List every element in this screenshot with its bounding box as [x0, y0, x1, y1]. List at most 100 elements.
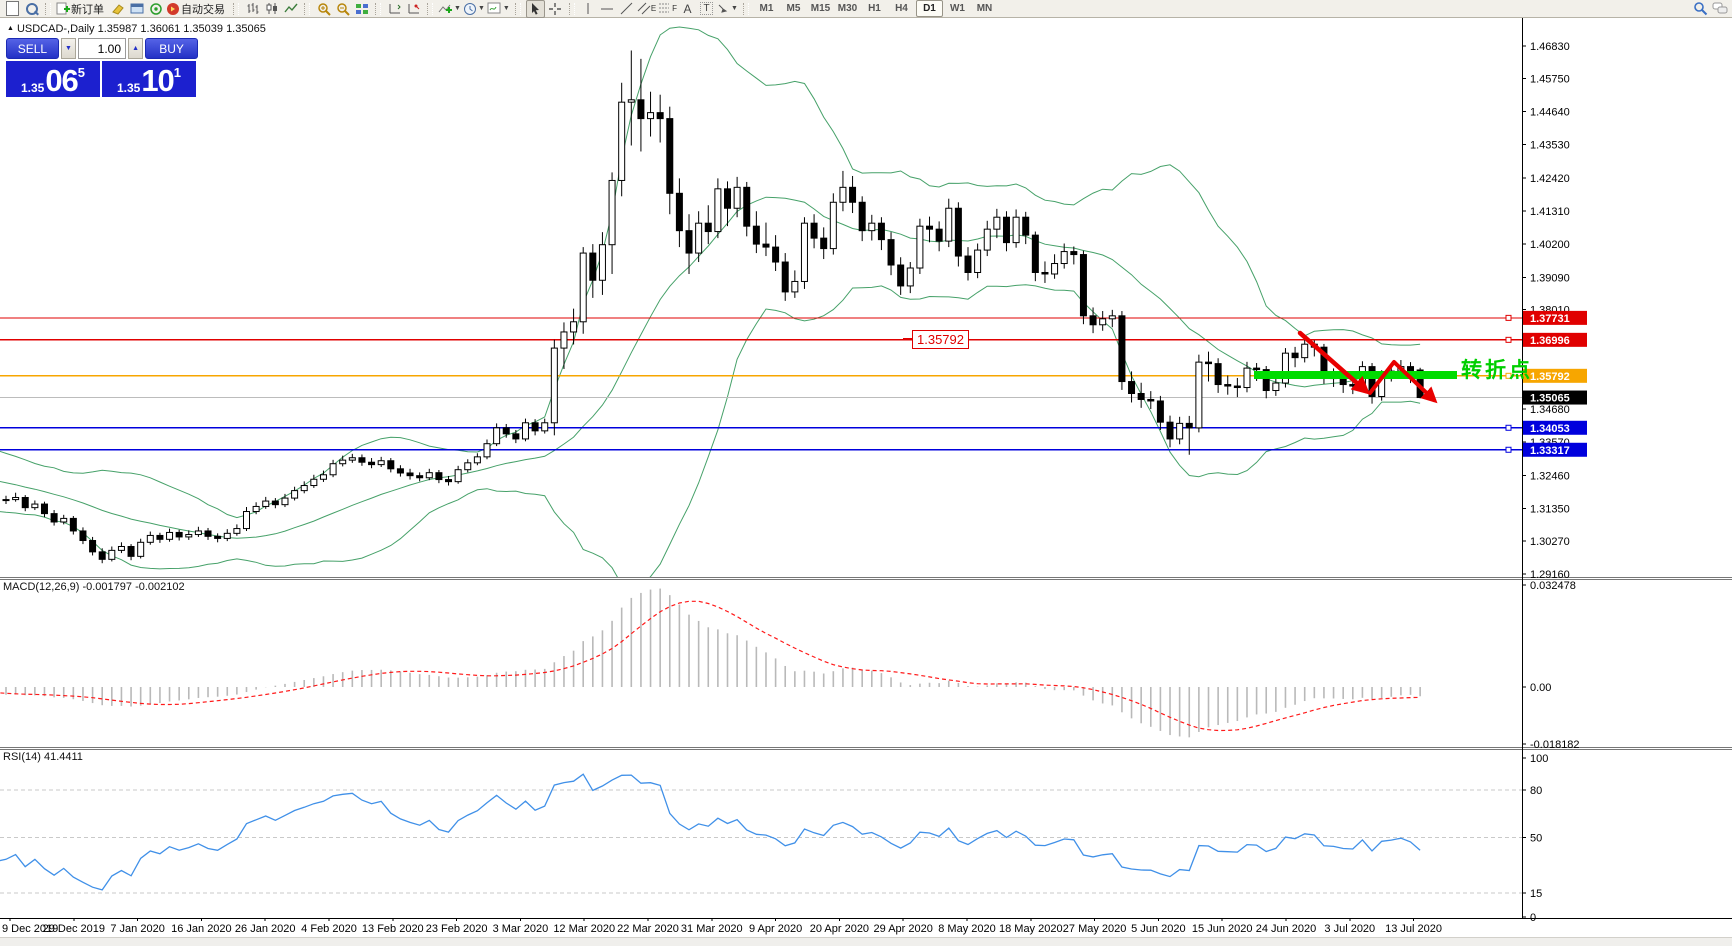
new-chart-icon[interactable]	[4, 1, 21, 17]
terminal-icon[interactable]	[128, 1, 145, 17]
chat-icon[interactable]	[1711, 1, 1728, 17]
zigzag-arrow-annotation[interactable]	[1368, 360, 1438, 404]
volume-input[interactable]	[78, 38, 126, 59]
candle-body	[810, 222, 818, 239]
macd-pane[interactable]	[0, 588, 1421, 738]
trendline-tool[interactable]	[618, 1, 635, 17]
bollinger-middle-band	[0, 196, 1421, 539]
turning-point-bar[interactable]	[1254, 371, 1457, 379]
candle-body	[1137, 393, 1145, 400]
toolbar-grip	[742, 2, 749, 15]
volume-decrease-button[interactable]: ▼	[60, 38, 76, 59]
candle-body	[868, 222, 876, 232]
arrows-dropdown-icon[interactable]: ▼	[731, 5, 738, 12]
candle-body	[233, 528, 241, 534]
arrows-tool[interactable]: ▼	[717, 1, 738, 17]
line-anchor[interactable]	[1505, 372, 1512, 379]
templates-icon[interactable]: ▼	[487, 1, 510, 17]
tf-d1[interactable]: D1	[915, 0, 943, 17]
zoom-in-icon[interactable]	[315, 1, 332, 17]
rsi-pane[interactable]	[0, 773, 1522, 894]
down-arrow-annotation[interactable]	[1297, 330, 1371, 395]
tf-m1[interactable]: M1	[759, 3, 774, 14]
tf-m5[interactable]: M5	[786, 3, 801, 14]
line-chart-icon[interactable]	[282, 1, 299, 17]
candle-body	[772, 246, 780, 263]
candle-body	[945, 207, 953, 242]
candle-body	[1195, 361, 1203, 429]
equidistant-channel-tool[interactable]: E	[637, 1, 656, 17]
chart-autoscroll-icon[interactable]	[405, 1, 422, 17]
candle-body	[829, 201, 837, 250]
cursor-tool[interactable]	[525, 0, 545, 18]
date-label: 9 Dec 2019	[2, 923, 58, 935]
horizontal-line-tool[interactable]	[599, 1, 616, 17]
new-order-button[interactable]: 新订单	[56, 1, 107, 17]
volume-increase-button[interactable]: ▲	[128, 38, 144, 59]
candle-body	[117, 545, 125, 551]
candle-body	[50, 513, 58, 523]
candle-body	[858, 201, 866, 232]
axis-label: 1.37731	[1530, 313, 1570, 325]
tf-m15[interactable]: M15	[810, 3, 831, 14]
chart-shift-icon[interactable]	[386, 1, 403, 17]
line-anchor[interactable]	[1505, 446, 1512, 453]
candle-body	[243, 511, 250, 530]
candle-body	[454, 469, 462, 483]
tile-windows-icon[interactable]	[353, 1, 370, 17]
tf-m30[interactable]: M30	[837, 3, 858, 14]
candle-body	[1089, 315, 1097, 326]
candle-body	[1349, 384, 1357, 387]
axes	[0, 18, 1732, 921]
axis-label: 1.35065	[1530, 393, 1570, 405]
date-label: 26 Jan 2020	[235, 923, 296, 935]
candle-body	[21, 496, 29, 509]
candle-body	[974, 249, 982, 273]
templates-dropdown-icon[interactable]: ▼	[502, 5, 510, 12]
search-icon[interactable]	[1692, 1, 1709, 17]
line-anchor[interactable]	[1505, 424, 1512, 431]
candle-body	[127, 545, 135, 557]
macd-signal-line	[0, 600, 1421, 732]
autotrading-button[interactable]: 自动交易	[166, 1, 228, 17]
line-anchor[interactable]	[1505, 314, 1512, 321]
candle-body	[714, 188, 722, 233]
vertical-line-tool[interactable]	[580, 1, 597, 17]
styler-icon[interactable]	[109, 1, 126, 17]
crosshair-tool[interactable]	[547, 1, 564, 17]
buy-price-display[interactable]: 1.35 10 1	[102, 61, 196, 97]
line-anchor[interactable]	[1505, 336, 1512, 343]
buy-button[interactable]: BUY	[145, 38, 198, 59]
fibonacci-tool[interactable]: F	[658, 1, 677, 17]
tf-mn[interactable]: MN	[976, 3, 993, 14]
candlestick-chart-icon[interactable]	[263, 1, 280, 17]
candle-body	[781, 261, 789, 293]
text-tool[interactable]: A	[679, 1, 696, 17]
tf-h4[interactable]: H4	[895, 3, 908, 14]
main-pane[interactable]	[0, 26, 1522, 590]
periods-dropdown-icon[interactable]: ▼	[477, 5, 485, 12]
price-callout[interactable]: 1.35792	[912, 330, 969, 349]
profiles-icon[interactable]	[23, 1, 40, 17]
sell-button[interactable]: SELL	[6, 38, 59, 59]
candle-body	[618, 101, 626, 181]
periods-icon[interactable]: ▼	[463, 1, 485, 17]
candle-body	[214, 535, 222, 539]
axis-label: 1.40200	[1530, 239, 1570, 251]
indicators-icon[interactable]: ▼	[438, 1, 461, 17]
tf-w1[interactable]: W1	[949, 3, 965, 14]
turning-point-label[interactable]: 转折点	[1461, 359, 1533, 382]
candle-body	[1166, 421, 1174, 440]
fibo-letter: F	[672, 4, 678, 13]
indicators-dropdown-icon[interactable]: ▼	[454, 5, 461, 12]
sell-price-display[interactable]: 1.35 06 5	[6, 61, 100, 97]
zoom-out-icon[interactable]	[334, 1, 351, 17]
candle-body	[570, 321, 578, 333]
axis-label: 50	[1530, 833, 1542, 845]
text-label-tool[interactable]: T	[698, 1, 715, 17]
candle-body	[521, 422, 529, 440]
tf-h1[interactable]: H1	[868, 3, 881, 14]
bar-chart-icon[interactable]	[244, 1, 261, 17]
strategy-tester-icon[interactable]	[147, 1, 164, 17]
